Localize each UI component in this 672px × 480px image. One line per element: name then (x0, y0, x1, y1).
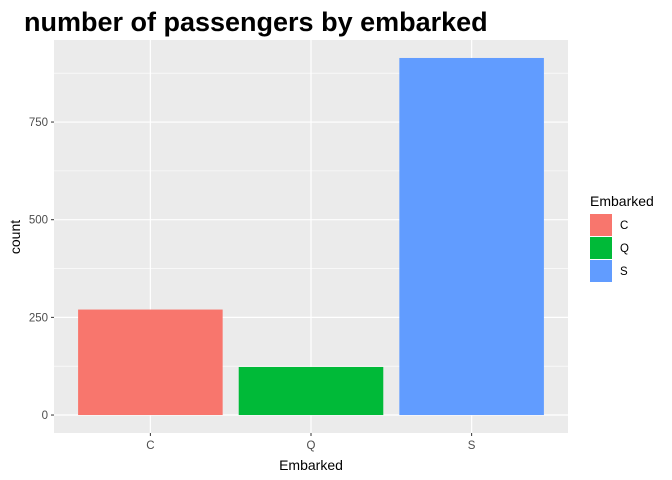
bar-s (399, 57, 544, 416)
legend-label: Q (620, 243, 629, 255)
x-tick-label: Q (307, 440, 316, 452)
y-axis-title: count (7, 220, 23, 254)
y-tick-label: 250 (29, 312, 48, 324)
legend-label: S (620, 266, 628, 278)
bar-c (78, 309, 223, 416)
x-tick-label: C (146, 440, 154, 452)
legend-title: Embarked (590, 193, 654, 209)
x-axis-title: Embarked (279, 457, 343, 473)
legend: Embarked CQS (590, 193, 654, 282)
legend-key-s (590, 260, 612, 282)
legend-key-c (590, 214, 612, 236)
y-tick-label: 750 (29, 117, 48, 129)
y-tick-label: 0 (42, 410, 48, 422)
bar-q (238, 366, 384, 416)
legend-label: C (620, 220, 628, 232)
x-tick-label: S (468, 440, 476, 452)
y-axis: 0 250 500 750 (29, 117, 54, 422)
legend-key-q (590, 237, 612, 259)
bars (78, 57, 544, 416)
y-tick-label: 500 (29, 215, 48, 227)
chart-title: number of passengers by embarked (24, 7, 488, 37)
